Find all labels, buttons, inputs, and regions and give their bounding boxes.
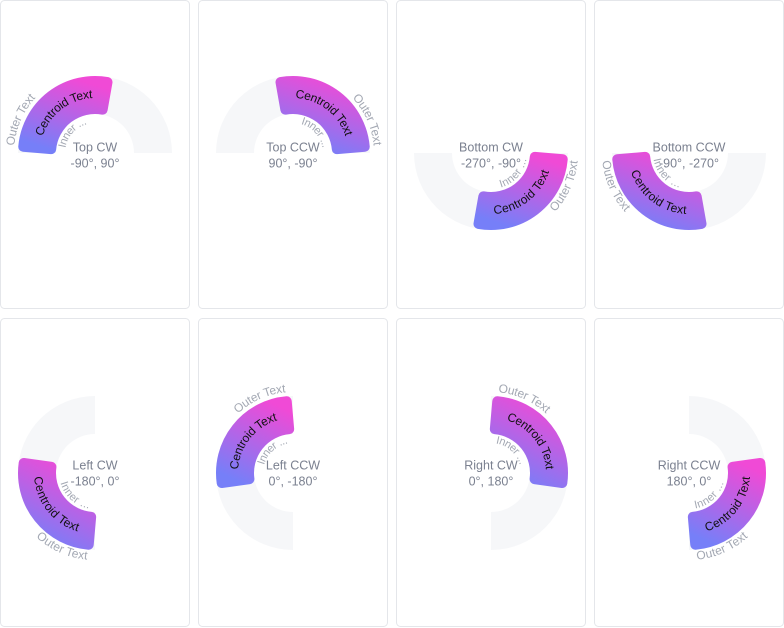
panel-title: Top CW [73, 140, 118, 154]
panel-range: 180°, 0° [667, 474, 712, 488]
panel-title: Bottom CW [459, 140, 523, 154]
arc-segment [216, 396, 295, 489]
panel-range: -180°, 0° [71, 474, 120, 488]
panel-border [396, 0, 586, 309]
panel: Bottom CCW-90°, -270°Centroid TextOuter … [594, 0, 784, 309]
arc-segment [489, 396, 568, 489]
panel-border [0, 318, 190, 627]
arc-segment [18, 76, 113, 155]
panel-range: 0°, 180° [469, 474, 514, 488]
panel-title: Top CCW [266, 140, 320, 154]
panel-range: -90°, 90° [71, 156, 120, 170]
panel-title: Right CW [464, 458, 518, 472]
arc-segment [275, 76, 370, 155]
panel-title: Left CW [72, 458, 117, 472]
arc-segment [687, 457, 766, 550]
panel-range: -90°, -270° [659, 156, 719, 170]
arc-segment [612, 151, 707, 230]
panel-border [0, 0, 190, 309]
panel-title: Right CCW [658, 458, 721, 472]
panel-range: 90°, -90° [269, 156, 318, 170]
arc-segment [18, 457, 97, 550]
panel-range: 0°, -180° [269, 474, 318, 488]
panel-border [198, 0, 388, 309]
panel-range: -270°, -90° [461, 156, 521, 170]
panel-title: Bottom CCW [653, 140, 726, 154]
panel-border [396, 318, 586, 627]
panel-border [198, 318, 388, 627]
arc-segment [473, 151, 568, 230]
panel-title: Left CCW [266, 458, 320, 472]
